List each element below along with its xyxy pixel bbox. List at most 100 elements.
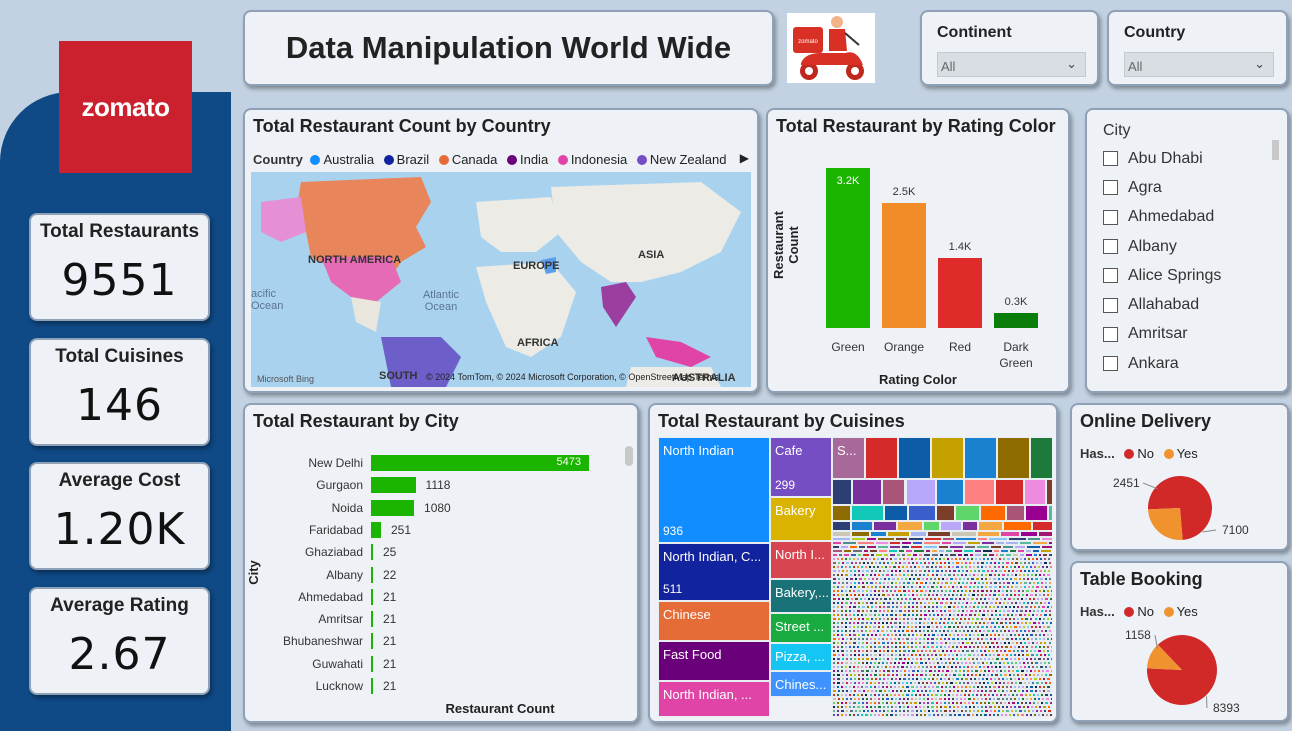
treemap-cell[interactable]: [851, 537, 866, 541]
treemap-cell[interactable]: [1032, 521, 1052, 531]
treemap-cell[interactable]: [901, 589, 907, 593]
treemap-cell[interactable]: [968, 589, 972, 593]
treemap-cell[interactable]: [917, 565, 922, 569]
treemap-cell[interactable]: [832, 569, 837, 573]
treemap-cell[interactable]: [858, 545, 867, 549]
treemap-cell[interactable]: [865, 537, 878, 541]
treemap-cell[interactable]: [972, 569, 977, 573]
treemap-cell[interactable]: [1025, 549, 1032, 553]
treemap-cell[interactable]: [1048, 541, 1052, 545]
treemap-cell[interactable]: [990, 557, 995, 561]
treemap-cell[interactable]: [848, 577, 854, 581]
treemap-cell[interactable]: [1014, 581, 1020, 585]
treemap-cell[interactable]: [937, 545, 950, 549]
treemap-cell[interactable]: [922, 545, 938, 549]
treemap-cell[interactable]: [842, 549, 852, 553]
treemap-cell[interactable]: [845, 569, 850, 573]
treemap-cell[interactable]: [933, 557, 938, 561]
treemap-cell[interactable]: [1030, 561, 1035, 565]
treemap-cell[interactable]: [840, 585, 845, 589]
treemap-cell[interactable]: [897, 549, 906, 553]
treemap-cell[interactable]: [972, 561, 977, 565]
treemap-cell[interactable]: [945, 577, 950, 581]
treemap-cell[interactable]: [869, 585, 874, 589]
treemap-cell[interactable]: [987, 553, 995, 557]
treemap-cell[interactable]: [976, 589, 981, 593]
scrollbar[interactable]: [1272, 140, 1279, 160]
treemap-cell[interactable]: [1004, 565, 1009, 569]
treemap-cell[interactable]: [976, 537, 989, 541]
treemap-cell[interactable]: [886, 531, 910, 537]
treemap-cell[interactable]: [988, 573, 993, 577]
checkbox[interactable]: [1103, 239, 1118, 255]
treemap-cell[interactable]: [877, 537, 896, 541]
city-bar-row[interactable]: Gurgaon 1118: [245, 475, 450, 495]
treemap-cell[interactable]: [884, 557, 889, 561]
treemap-cell[interactable]: [856, 557, 860, 561]
treemap-cell[interactable]: [939, 569, 944, 573]
treemap-cell[interactable]: [962, 585, 968, 589]
treemap-cell[interactable]: [832, 557, 836, 561]
treemap-cell[interactable]: [853, 577, 859, 581]
treemap-cell[interactable]: [1014, 569, 1019, 573]
treemap-cell[interactable]: [957, 553, 963, 557]
treemap-cell[interactable]: [1024, 505, 1048, 521]
treemap-cell[interactable]: [845, 561, 850, 565]
treemap-cell[interactable]: [928, 577, 933, 581]
treemap-cell[interactable]: [860, 581, 865, 585]
treemap-cell[interactable]: [962, 577, 967, 581]
treemap-cell[interactable]: [1043, 577, 1048, 581]
treemap-cell[interactable]: [952, 581, 957, 585]
treemap-cell[interactable]: [917, 557, 922, 561]
treemap-cell[interactable]: [856, 553, 863, 557]
treemap-cell[interactable]: [1018, 585, 1023, 589]
treemap-cell[interactable]: North Indian, ...: [658, 681, 770, 717]
treemap-cell[interactable]: [1010, 569, 1015, 573]
treemap-cell[interactable]: [888, 557, 894, 561]
city-bar-row[interactable]: Bhubaneshwar 21: [245, 631, 396, 651]
treemap-cell[interactable]: [860, 573, 866, 577]
treemap-cell[interactable]: [854, 561, 859, 565]
treemap-cell[interactable]: [956, 581, 961, 585]
treemap-cell[interactable]: [852, 479, 882, 505]
treemap-cell[interactable]: [948, 553, 958, 557]
treemap-cell[interactable]: [868, 589, 873, 593]
treemap-cell[interactable]: [836, 561, 842, 565]
treemap-cell[interactable]: [1016, 565, 1021, 569]
treemap-cell[interactable]: [857, 585, 862, 589]
treemap-cell[interactable]: [1014, 557, 1019, 561]
treemap-cell[interactable]: [861, 585, 866, 589]
treemap-cell[interactable]: [869, 549, 878, 553]
treemap-cell[interactable]: [981, 549, 994, 553]
treemap-cell[interactable]: [906, 585, 911, 589]
treemap-cell[interactable]: [980, 573, 985, 577]
treemap-cell[interactable]: [1018, 569, 1023, 573]
treemap-cell[interactable]: [832, 593, 836, 597]
treemap-cell[interactable]: [989, 545, 1002, 549]
treemap-cell[interactable]: [840, 545, 849, 549]
treemap-cell[interactable]: [973, 581, 978, 585]
treemap-cell[interactable]: [852, 557, 856, 561]
treemap-cell[interactable]: [1048, 581, 1052, 585]
treemap-cell[interactable]: [1014, 561, 1019, 565]
treemap-cell[interactable]: [869, 573, 874, 577]
treemap-cell[interactable]: [943, 573, 948, 577]
treemap-cell[interactable]: [919, 561, 924, 565]
treemap-cell[interactable]: [932, 581, 937, 585]
treemap-cell[interactable]: [852, 581, 857, 585]
treemap-cell[interactable]: [865, 569, 870, 573]
treemap-cell[interactable]: [885, 585, 891, 589]
treemap-cell[interactable]: [898, 561, 903, 565]
treemap-cell[interactable]: [848, 585, 853, 589]
treemap-cell[interactable]: [850, 521, 873, 531]
treemap-cell[interactable]: [832, 561, 837, 565]
city-option[interactable]: Alice Springs: [1103, 261, 1221, 290]
treemap-cell[interactable]: [975, 585, 980, 589]
treemap-cell[interactable]: [1030, 569, 1035, 573]
treemap-cell[interactable]: [861, 593, 866, 597]
treemap-cell[interactable]: [931, 561, 936, 565]
treemap-cell[interactable]: [1051, 557, 1052, 561]
treemap-cell[interactable]: [929, 557, 934, 561]
city-bar-row[interactable]: Ahmedabad 21: [245, 587, 396, 607]
treemap-cell[interactable]: Bakery,...: [770, 579, 832, 613]
